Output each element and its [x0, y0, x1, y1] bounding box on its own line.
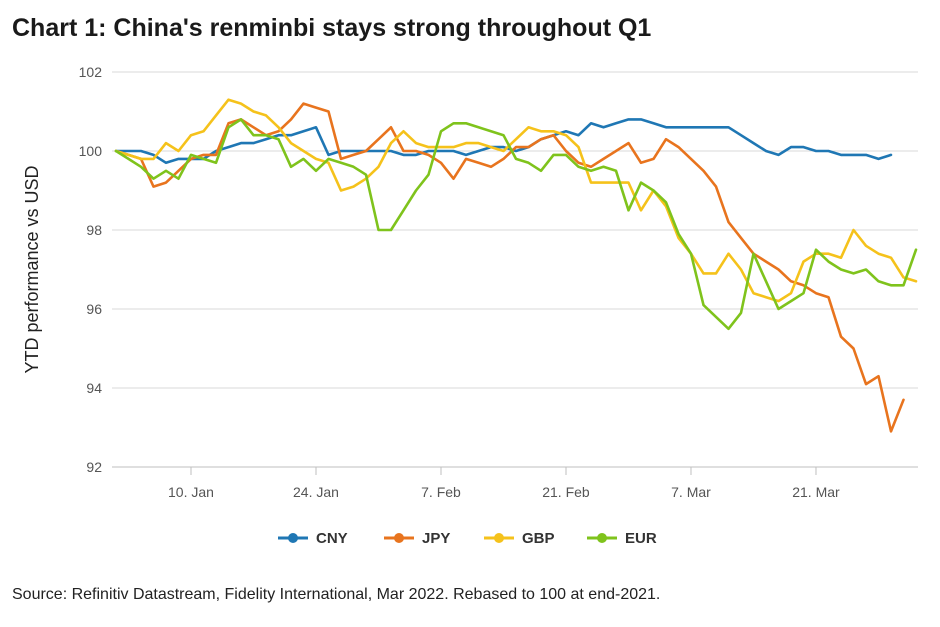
chart-title: Chart 1: China's renminbi stays strong t…: [12, 14, 652, 42]
legend-item-gbp: GBP: [484, 530, 555, 547]
x-tick-label: 21. Feb: [542, 484, 590, 500]
legend-label: GBP: [522, 530, 555, 547]
y-tick-label: 102: [79, 64, 103, 80]
source-note: Source: Refinitiv Datastream, Fidelity I…: [12, 586, 661, 603]
y-tick-label: 94: [86, 380, 102, 396]
legend-item-eur: EUR: [587, 530, 657, 547]
series-line-cny: [114, 118, 893, 165]
legend-label: JPY: [422, 530, 450, 547]
y-tick-label: 98: [86, 222, 102, 238]
legend-label: CNY: [316, 530, 348, 547]
legend-swatch-marker: [597, 533, 607, 543]
y-axis-title: YTD performance vs USD: [22, 165, 42, 373]
y-tick-label: 92: [86, 459, 102, 475]
x-tick-label: 24. Jan: [293, 484, 339, 500]
legend-swatch-marker: [394, 533, 404, 543]
legend-label: EUR: [625, 530, 657, 547]
legend-swatch-marker: [288, 533, 298, 543]
series-lines: [114, 98, 918, 433]
legend-item-jpy: JPY: [384, 530, 450, 547]
grid-lines: [112, 71, 918, 468]
legend: CNY JPY GBP EUR: [278, 530, 657, 547]
line-chart: 92 94 96 98 100 102 10. Jan 24. Jan 7. Feb 21. Fe…: [22, 64, 918, 547]
series-line-gbp: [114, 98, 918, 303]
axes: 92 94 96 98 100 102 10. Jan 24. Jan 7. Feb 21. Fe…: [22, 64, 918, 500]
y-tick-label: 100: [79, 143, 103, 159]
series-line-eur: [114, 118, 918, 331]
x-tick-label: 7. Mar: [671, 484, 711, 500]
series-line-jpy: [114, 102, 905, 433]
x-tick-label: 7. Feb: [421, 484, 461, 500]
x-tick-label: 21. Mar: [792, 484, 840, 500]
legend-swatch-marker: [494, 533, 504, 543]
y-tick-label: 96: [86, 301, 102, 317]
x-tick-label: 10. Jan: [168, 484, 214, 500]
legend-item-cny: CNY: [278, 530, 348, 547]
